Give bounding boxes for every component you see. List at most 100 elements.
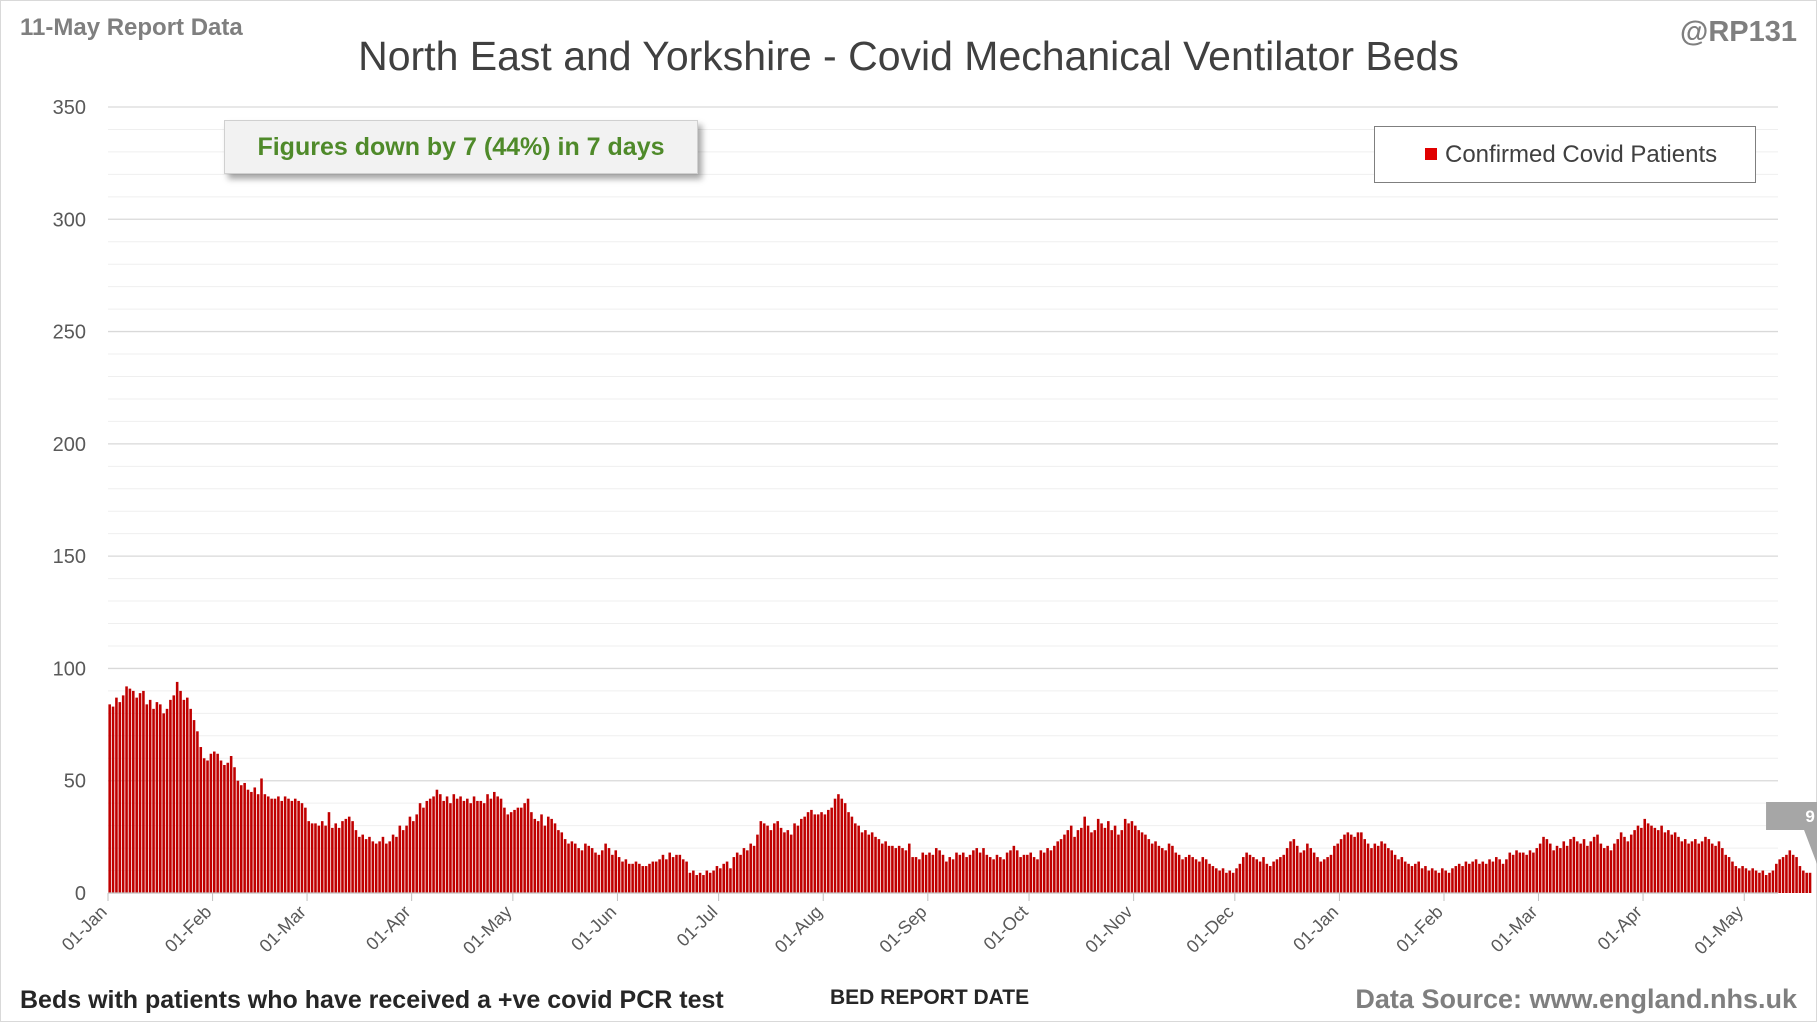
bar <box>300 803 304 893</box>
bar <box>331 827 334 893</box>
bar <box>1218 870 1221 893</box>
x-tick-label: 01-May <box>459 902 516 959</box>
bar <box>1235 868 1238 893</box>
bar <box>1393 854 1397 893</box>
bar <box>1751 868 1754 893</box>
bar <box>732 857 736 893</box>
bar <box>843 803 847 893</box>
bar <box>789 834 793 893</box>
bar <box>1498 859 1501 893</box>
bar <box>391 834 395 893</box>
bar <box>371 841 375 893</box>
bar <box>1528 850 1532 893</box>
bar <box>145 704 149 893</box>
bar <box>708 872 712 893</box>
bar <box>1548 843 1552 893</box>
bar <box>658 859 661 893</box>
bar <box>250 791 253 893</box>
bar <box>1295 845 1299 893</box>
bar <box>1569 839 1572 893</box>
bar <box>1103 827 1107 893</box>
bar <box>887 845 891 893</box>
x-tick-label: 01-Apr <box>1594 902 1646 954</box>
bar <box>783 832 786 893</box>
bar <box>573 843 577 893</box>
bar <box>219 760 223 893</box>
bar <box>877 839 881 893</box>
bar <box>735 852 739 893</box>
bar <box>1113 825 1117 893</box>
footnote: Beds with patients who have received a +… <box>20 986 724 1014</box>
bar <box>897 845 901 893</box>
bar <box>243 782 246 893</box>
bar <box>1643 818 1647 893</box>
bar <box>1471 861 1474 893</box>
bar <box>1667 830 1670 893</box>
bar <box>1434 870 1437 893</box>
bar <box>1454 866 1458 893</box>
bar <box>1073 836 1076 893</box>
bar <box>435 789 439 893</box>
bar <box>648 863 651 893</box>
bar <box>1687 843 1690 893</box>
bar <box>405 825 408 893</box>
bar <box>597 854 601 893</box>
bar <box>972 850 975 893</box>
bar <box>239 785 243 893</box>
bar <box>1289 841 1292 893</box>
bar <box>1093 830 1097 893</box>
bar <box>1532 852 1535 893</box>
gridlines <box>108 106 1778 872</box>
bar <box>1302 850 1306 893</box>
bar <box>553 823 557 893</box>
bar <box>634 861 638 893</box>
bar <box>837 794 840 893</box>
bar <box>1805 872 1808 893</box>
bar <box>118 702 122 893</box>
bar <box>729 868 732 893</box>
bar <box>533 818 537 893</box>
bar <box>169 699 172 893</box>
bar <box>611 854 614 893</box>
bar <box>327 812 331 893</box>
bar <box>1424 866 1427 893</box>
bar <box>1086 825 1090 893</box>
bar <box>1390 850 1393 893</box>
legend-swatch <box>1425 147 1437 160</box>
bar <box>975 848 979 893</box>
bar <box>1036 859 1039 893</box>
bar <box>324 825 327 893</box>
bar <box>1609 850 1613 893</box>
bar <box>1258 861 1262 893</box>
bar <box>1410 866 1414 893</box>
bar <box>901 848 904 893</box>
bar <box>1336 843 1340 893</box>
bar <box>1737 868 1741 893</box>
bar <box>1653 827 1657 893</box>
bar <box>1650 825 1653 893</box>
bar <box>358 836 361 893</box>
bar <box>1380 841 1383 893</box>
bar <box>1768 872 1771 893</box>
bar <box>1602 848 1606 893</box>
bar <box>152 708 155 893</box>
bar <box>162 713 165 893</box>
bar <box>1171 845 1174 893</box>
bar <box>1252 857 1255 893</box>
bar <box>489 798 493 893</box>
bar <box>1238 863 1242 893</box>
bar <box>874 836 877 893</box>
bar <box>756 834 759 893</box>
bar <box>378 841 381 893</box>
bar <box>627 863 631 893</box>
bar <box>1478 863 1481 893</box>
bar <box>1771 870 1775 893</box>
bar <box>1272 861 1275 893</box>
bar <box>1292 839 1296 893</box>
bar <box>1069 825 1073 893</box>
bar <box>1683 839 1687 893</box>
bar <box>1373 843 1377 893</box>
bar <box>1545 839 1549 893</box>
bar <box>233 767 236 893</box>
bar <box>1282 854 1286 893</box>
